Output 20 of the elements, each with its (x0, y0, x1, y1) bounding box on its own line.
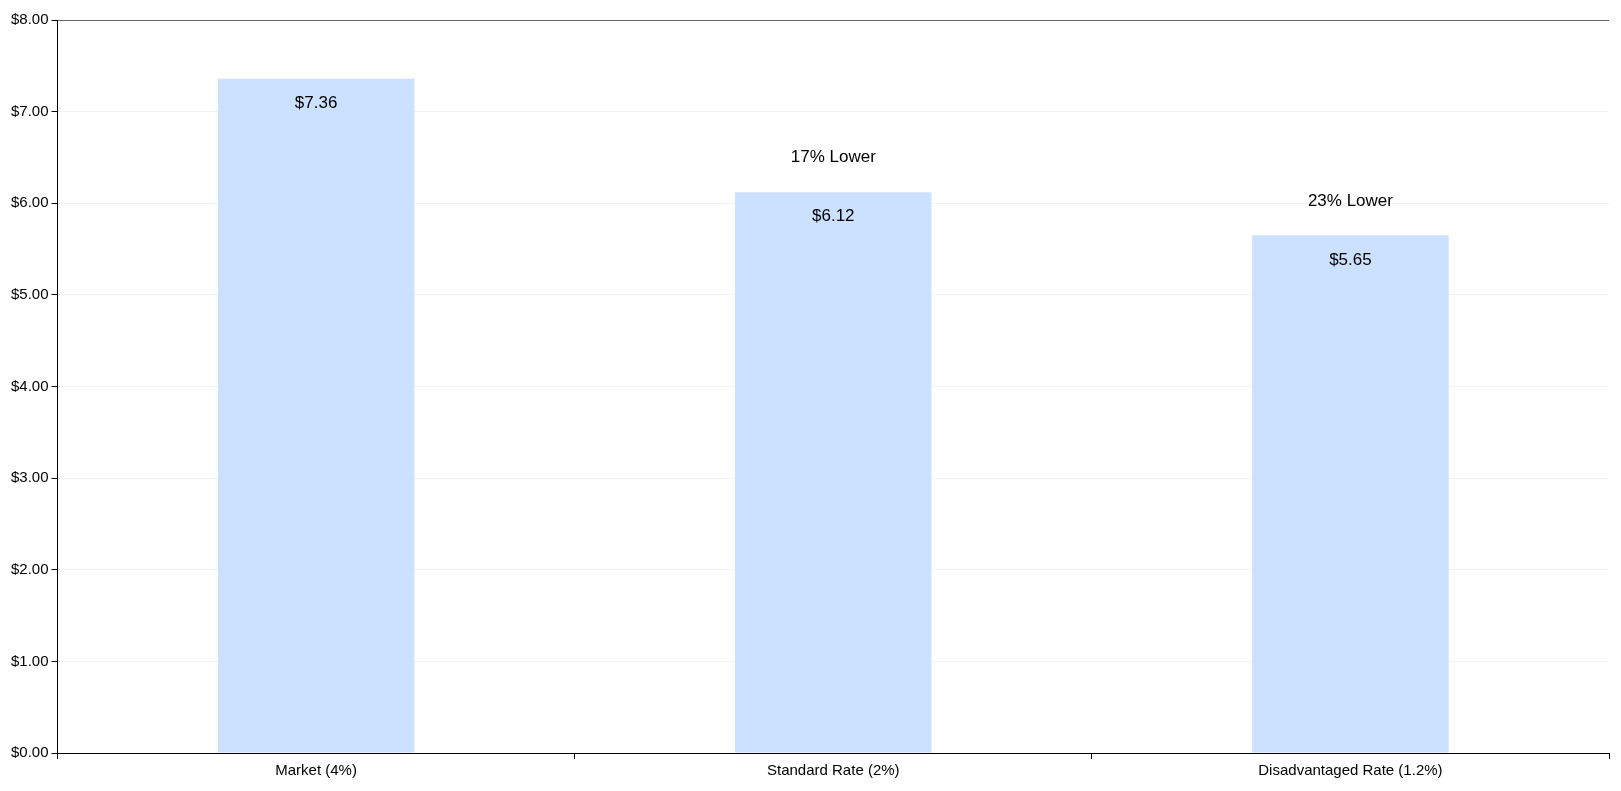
bar (735, 192, 932, 753)
y-tick-label: $2.00 (10, 559, 49, 577)
x-tick-label: Market (4%) (275, 761, 357, 779)
data-label: $5.65 (1329, 249, 1372, 269)
annotation: 17% Lower (790, 147, 877, 167)
y-tick-label: $6.00 (10, 193, 49, 211)
bar (1252, 235, 1449, 753)
x-tick-label: Disadvantaged Rate (1.2%) (1258, 761, 1443, 779)
y-tick-label: $4.00 (10, 376, 49, 394)
y-tick-label: $1.00 (10, 651, 49, 669)
annotation: 23% Lower (1307, 190, 1394, 210)
x-tick-label: Standard Rate (2%) (766, 761, 900, 779)
bar (217, 78, 415, 753)
y-tick-label: $8.00 (10, 10, 49, 28)
data-label: $7.36 (294, 92, 338, 112)
y-tick-label: $7.00 (10, 101, 49, 119)
y-tick-label: $0.00 (10, 743, 49, 761)
data-label: $6.12 (811, 206, 855, 226)
y-tick-label: $5.00 (10, 285, 49, 303)
y-tick-label: $3.00 (10, 468, 49, 486)
